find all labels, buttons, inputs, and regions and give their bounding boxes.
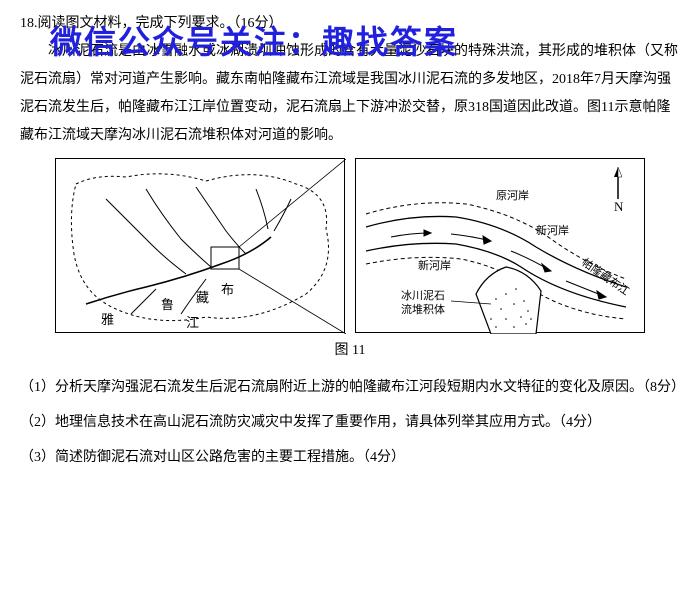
label-bu: 布 [221, 282, 234, 297]
question-number: 18. [20, 16, 38, 31]
question-3: （3）简述防御泥石流对山区公路危害的主要工程措施。（4分） [20, 443, 680, 474]
figure-caption: 图 11 [20, 337, 680, 365]
question-1: （1）分析天摩沟强泥石流发生后泥石流扇附近上游的帕隆藏布江河段短期内水文特征的变… [20, 373, 680, 404]
watermark-overlay: 微信公众号关注：趣找答案 [50, 10, 458, 74]
figure-left-map: 雅 鲁 藏 布 江 [55, 158, 345, 333]
question-2: （2）地理信息技术在高山泥石流防灾减灾中发挥了重要作用，请具体列举其应用方式。（… [20, 408, 680, 439]
leader-line-2 [239, 269, 346, 334]
label-new-bank-1: 新河岸 [418, 258, 451, 272]
label-debris-2: 流堆积体 [401, 302, 445, 316]
label-original-bank: 原河岸 [496, 189, 529, 202]
label-lu: 鲁 [161, 297, 174, 312]
label-debris-1: 冰川泥石 [401, 289, 445, 302]
north-arrow: N [614, 167, 624, 214]
tributary-4 [256, 189, 268, 229]
figure-right-detail: N [355, 158, 645, 333]
label-zang: 藏 [196, 290, 209, 305]
tributary-2 [146, 189, 211, 267]
label-ya: 雅 [101, 312, 114, 327]
svg-text:N: N [614, 199, 624, 214]
label-palong: 帕隆藏布江 [579, 255, 632, 298]
tributary-6 [131, 289, 156, 314]
label-jiang: 江 [186, 315, 199, 330]
main-river [86, 237, 271, 304]
label-new-bank-2: 新河岸 [536, 223, 569, 237]
tributary-3 [196, 187, 246, 254]
tributary-5 [274, 199, 291, 231]
figure-row: 雅 鲁 藏 布 江 N [20, 158, 680, 333]
leader-line-1 [239, 159, 346, 247]
tributary-1 [106, 199, 186, 274]
debris-fan [476, 267, 541, 334]
